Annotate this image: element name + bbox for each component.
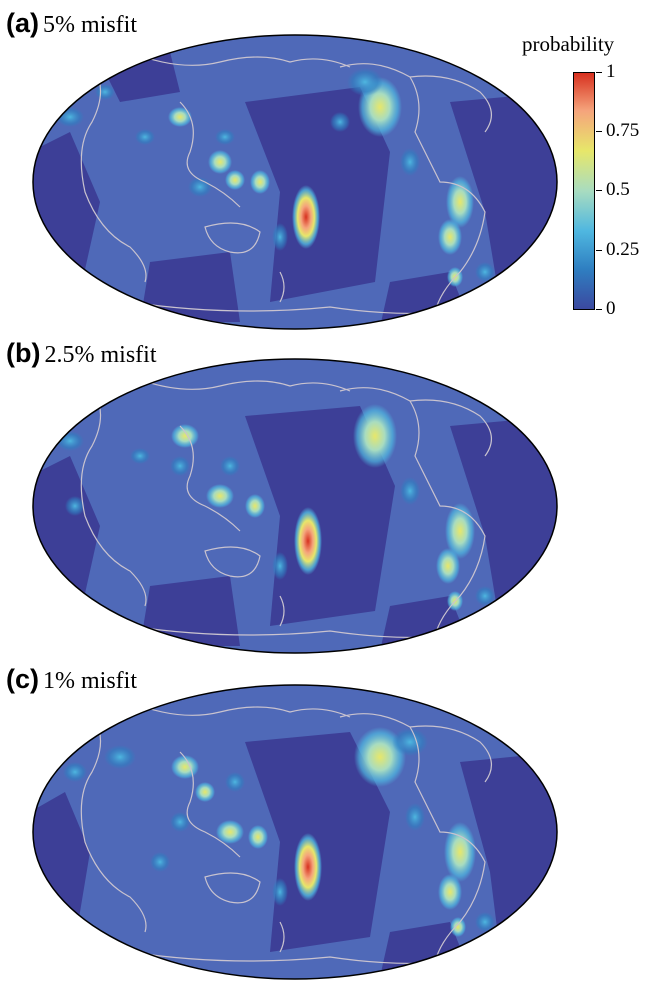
- colorbar-tick: [596, 131, 602, 132]
- map-field: [33, 685, 557, 979]
- colorbar-tick: [596, 309, 602, 310]
- map-field: [33, 359, 557, 653]
- panel-letter: (a): [6, 8, 39, 38]
- panel-caption: 2.5% misfit: [44, 342, 157, 368]
- colorbar-tick-label: 0.75: [606, 120, 640, 141]
- colorbar-tick-label: 0.25: [606, 239, 640, 260]
- colorbar-tick: [596, 72, 602, 73]
- panel-b: (b) 2.5% misfit: [0, 338, 649, 668]
- colorbar-tick: [596, 250, 602, 251]
- map-field: [33, 35, 557, 329]
- panel-a: (a) 5% misfit: [0, 8, 649, 338]
- panel-label: (a) 5% misfit: [6, 8, 137, 44]
- map-frame: [32, 684, 558, 980]
- map-frame: [32, 34, 558, 330]
- colorbar-tick-label: 0: [606, 298, 616, 319]
- panel-label: (c) 1% misfit: [6, 664, 137, 700]
- colorbar-tick-label: 0.5: [606, 179, 630, 200]
- probability-map: [32, 34, 558, 330]
- colorbar-tick: [596, 190, 602, 191]
- panel-caption: 5% misfit: [43, 12, 137, 38]
- panel-label: (b) 2.5% misfit: [6, 338, 156, 374]
- colorbar-tick-label: 1: [606, 61, 616, 82]
- probability-map: [32, 358, 558, 654]
- panel-c: (c) 1% misfit: [0, 664, 649, 993]
- map-frame: [32, 358, 558, 654]
- panel-letter: (b): [6, 338, 41, 368]
- coastlines: [80, 375, 511, 639]
- colorbar: [573, 72, 595, 310]
- panel-caption: 1% misfit: [43, 668, 137, 694]
- probability-map: [32, 684, 558, 980]
- colorbar-title: probability: [522, 32, 615, 56]
- panel-letter: (c): [6, 664, 39, 694]
